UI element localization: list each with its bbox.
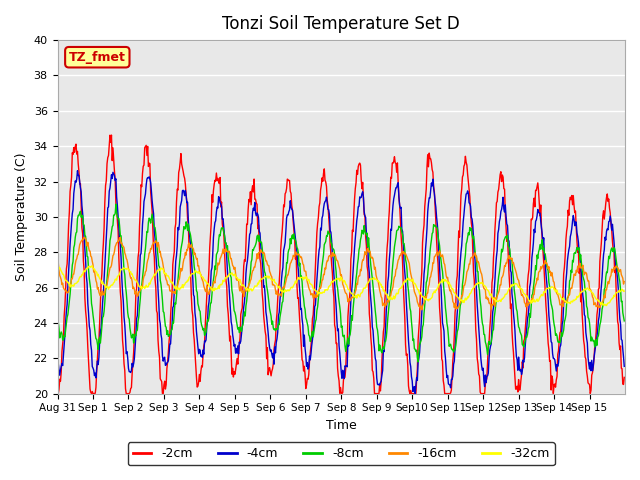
-2cm bbox=[54, 391, 61, 396]
-8cm bbox=[54, 310, 61, 315]
-8cm bbox=[253, 233, 261, 239]
-8cm bbox=[433, 224, 440, 230]
-4cm bbox=[121, 322, 129, 328]
-8cm bbox=[225, 260, 233, 265]
Legend: -2cm, -4cm, -8cm, -16cm, -32cm: -2cm, -4cm, -8cm, -16cm, -32cm bbox=[128, 442, 555, 465]
-32cm bbox=[253, 283, 261, 289]
-2cm bbox=[432, 218, 440, 224]
-32cm bbox=[54, 264, 61, 269]
-8cm bbox=[121, 272, 129, 277]
-32cm bbox=[225, 271, 233, 277]
-16cm bbox=[54, 258, 61, 264]
-16cm bbox=[253, 251, 261, 257]
-4cm bbox=[225, 283, 233, 288]
-4cm bbox=[412, 391, 419, 396]
-2cm bbox=[253, 202, 261, 207]
-2cm bbox=[620, 374, 628, 380]
-16cm bbox=[225, 248, 233, 254]
-16cm bbox=[121, 250, 129, 256]
Line: -4cm: -4cm bbox=[58, 171, 624, 394]
-32cm bbox=[432, 288, 440, 293]
-8cm bbox=[414, 359, 422, 365]
Title: Tonzi Soil Temperature Set D: Tonzi Soil Temperature Set D bbox=[222, 15, 460, 33]
-4cm bbox=[74, 168, 81, 174]
-4cm bbox=[400, 261, 408, 266]
-16cm bbox=[418, 307, 426, 312]
Line: -2cm: -2cm bbox=[58, 135, 624, 394]
-32cm bbox=[400, 279, 408, 285]
-32cm bbox=[620, 288, 628, 294]
-16cm bbox=[433, 251, 440, 256]
-4cm bbox=[433, 214, 440, 220]
-2cm bbox=[275, 285, 282, 290]
Line: -32cm: -32cm bbox=[58, 266, 624, 306]
-16cm bbox=[620, 278, 628, 284]
-32cm bbox=[121, 265, 129, 271]
-2cm bbox=[400, 300, 408, 306]
-4cm bbox=[275, 312, 282, 318]
-4cm bbox=[54, 365, 61, 371]
-2cm bbox=[108, 132, 115, 138]
-16cm bbox=[400, 251, 408, 257]
-4cm bbox=[620, 363, 628, 369]
-16cm bbox=[80, 234, 88, 240]
-4cm bbox=[253, 210, 261, 216]
-32cm bbox=[54, 263, 62, 269]
Text: TZ_fmet: TZ_fmet bbox=[69, 51, 125, 64]
-16cm bbox=[275, 293, 282, 299]
-32cm bbox=[603, 303, 611, 309]
-8cm bbox=[275, 321, 282, 327]
-2cm bbox=[225, 324, 233, 329]
Y-axis label: Soil Temperature (C): Soil Temperature (C) bbox=[15, 153, 28, 281]
-8cm bbox=[112, 201, 120, 207]
-8cm bbox=[620, 318, 628, 324]
-32cm bbox=[275, 285, 282, 291]
Line: -16cm: -16cm bbox=[58, 237, 624, 310]
Line: -8cm: -8cm bbox=[58, 204, 624, 362]
X-axis label: Time: Time bbox=[326, 419, 356, 432]
-2cm bbox=[121, 368, 129, 373]
-8cm bbox=[400, 240, 408, 246]
